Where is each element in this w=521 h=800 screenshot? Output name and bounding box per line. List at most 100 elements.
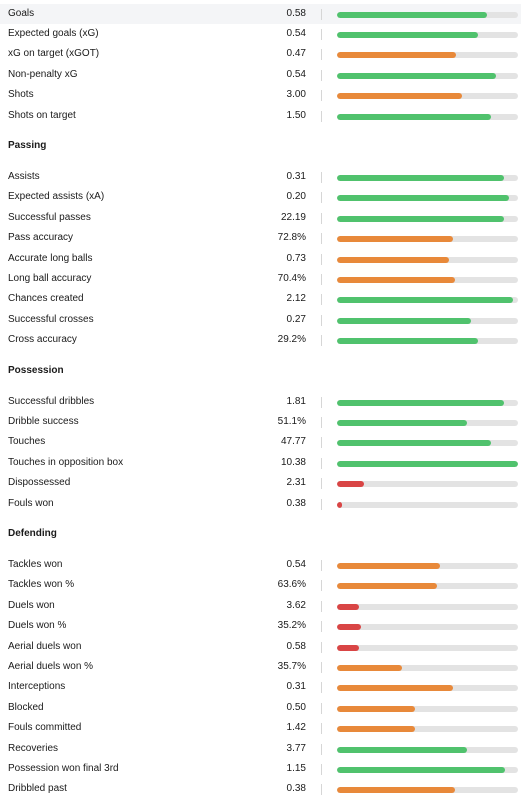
stat-row-duels-won[interactable]: Duels won 3.62 — [0, 596, 521, 616]
percentile-bar-fill — [337, 113, 491, 120]
stat-label: Interceptions — [8, 681, 66, 693]
stat-row-chances-created[interactable]: Chances created 2.12 — [0, 289, 521, 309]
stat-value: 0.31 — [286, 170, 306, 182]
stat-value: 0.73 — [286, 252, 306, 264]
stat-value: 3.77 — [286, 742, 306, 754]
column-divider — [321, 110, 322, 122]
stat-row-long-ball-accuracy[interactable]: Long ball accuracy 70.4% — [0, 269, 521, 289]
stat-row-non-penalty-xg[interactable]: Non-penalty xG 0.54 — [0, 65, 521, 85]
stat-row-touches-in-opposition-box[interactable]: Touches in opposition box 10.38 — [0, 453, 521, 473]
percentile-bar-track — [337, 562, 518, 569]
stat-row-fouls-committed[interactable]: Fouls committed 1.42 — [0, 718, 521, 738]
stat-row-interceptions[interactable]: Interceptions 0.31 — [0, 677, 521, 697]
stat-label: Successful dribbles — [8, 395, 95, 407]
stat-row-successful-passes[interactable]: Successful passes 22.19 — [0, 208, 521, 228]
percentile-bar-fill — [337, 583, 437, 590]
column-divider — [321, 743, 322, 755]
stat-value: 70.4% — [277, 272, 306, 284]
stat-value: 0.38 — [286, 783, 306, 795]
stat-label: Duels won — [8, 599, 55, 611]
stat-value: 22.19 — [280, 211, 306, 223]
column-divider — [321, 294, 322, 306]
percentile-bar-fill — [337, 664, 403, 671]
stat-row-fouls-won[interactable]: Fouls won 0.38 — [0, 494, 521, 514]
percentile-bar-track — [337, 317, 518, 324]
percentile-bar-track — [337, 31, 518, 38]
stat-value: 1.42 — [286, 722, 306, 734]
percentile-bar-fill — [337, 215, 504, 222]
stat-label: Shots on target — [8, 109, 76, 121]
stat-row-dispossessed[interactable]: Dispossessed 2.31 — [0, 473, 521, 493]
stat-label: Expected goals (xG) — [8, 27, 99, 39]
stat-row-tackles-won[interactable]: Tackles won 0.54 — [0, 555, 521, 575]
stat-value: 10.38 — [280, 456, 306, 468]
percentile-bar-track — [337, 726, 518, 733]
stat-row-aerial-duels-won-pct[interactable]: Aerial duels won % 35.7% — [0, 657, 521, 677]
stat-row-pass-accuracy[interactable]: Pass accuracy 72.8% — [0, 228, 521, 248]
column-divider — [321, 621, 322, 633]
stat-label: xG on target (xGOT) — [8, 48, 100, 60]
stat-row-xg-on-target-xgot[interactable]: xG on target (xGOT) 0.47 — [0, 44, 521, 64]
stat-row-possession-won-final-3rd[interactable]: Possession won final 3rd 1.15 — [0, 759, 521, 779]
percentile-bar-fill — [337, 562, 441, 569]
stat-label: Long ball accuracy — [8, 272, 92, 284]
stat-value: 0.38 — [286, 497, 306, 509]
percentile-bar-fill — [337, 52, 457, 59]
percentile-bar-track — [337, 787, 518, 794]
stat-row-tackles-won-pct[interactable]: Tackles won % 63.6% — [0, 575, 521, 595]
stat-row-dribbled-past[interactable]: Dribbled past 0.38 — [0, 779, 521, 799]
stat-value: 0.31 — [286, 681, 306, 693]
stat-row-expected-assists-xa[interactable]: Expected assists (xA) 0.20 — [0, 187, 521, 207]
column-divider — [321, 580, 322, 592]
column-divider — [321, 69, 322, 81]
stat-row-expected-goals-xg[interactable]: Expected goals (xG) 0.54 — [0, 24, 521, 44]
stat-label: Successful passes — [8, 211, 91, 223]
stat-value: 63.6% — [277, 579, 306, 591]
column-divider — [321, 171, 322, 183]
column-divider — [321, 437, 322, 449]
percentile-bar-fill — [337, 603, 359, 610]
column-divider — [321, 49, 322, 61]
stat-row-shots[interactable]: Shots 3.00 — [0, 85, 521, 105]
column-divider — [321, 682, 322, 694]
stat-row-assists[interactable]: Assists 0.31 — [0, 167, 521, 187]
stat-value: 72.8% — [277, 232, 306, 244]
stat-row-touches[interactable]: Touches 47.77 — [0, 432, 521, 452]
stat-row-cross-accuracy[interactable]: Cross accuracy 29.2% — [0, 330, 521, 350]
stat-label: Pass accuracy — [8, 232, 74, 244]
stat-row-duels-won-pct[interactable]: Duels won % 35.2% — [0, 616, 521, 636]
percentile-bar-track — [337, 174, 518, 181]
column-divider — [321, 28, 322, 40]
percentile-bar-track — [337, 399, 518, 406]
section-heading-defending: Defending — [8, 528, 57, 540]
percentile-bar-track — [337, 746, 518, 753]
stat-label: Tackles won — [8, 558, 63, 570]
stat-row-goals[interactable]: Goals 0.58 — [0, 3, 521, 24]
stat-value: 29.2% — [277, 334, 306, 346]
column-divider — [321, 253, 322, 265]
column-divider — [321, 396, 322, 408]
stat-row-accurate-long-balls[interactable]: Accurate long balls 0.73 — [0, 249, 521, 269]
percentile-bar-track — [337, 215, 518, 222]
stat-value: 51.1% — [277, 415, 306, 427]
stat-row-aerial-duels-won[interactable]: Aerial duels won 0.58 — [0, 637, 521, 657]
percentile-bar-fill — [337, 460, 518, 467]
column-divider — [321, 457, 322, 469]
stat-row-successful-dribbles[interactable]: Successful dribbles 1.81 — [0, 392, 521, 412]
stat-row-dribble-success[interactable]: Dribble success 51.1% — [0, 412, 521, 432]
stat-row-recoveries[interactable]: Recoveries 3.77 — [0, 739, 521, 759]
percentile-bar-track — [337, 705, 518, 712]
percentile-bar-fill — [337, 766, 506, 773]
stat-value: 0.50 — [286, 701, 306, 713]
column-divider — [321, 763, 322, 775]
percentile-bar-track — [337, 11, 518, 18]
stat-label: Non-penalty xG — [8, 68, 78, 80]
percentile-bar-fill — [337, 624, 361, 631]
stat-value: 1.50 — [286, 109, 306, 121]
stat-row-blocked[interactable]: Blocked 0.50 — [0, 698, 521, 718]
percentile-bar-track — [337, 481, 518, 488]
stat-row-shots-on-target[interactable]: Shots on target 1.50 — [0, 106, 521, 126]
column-divider — [321, 784, 322, 796]
stat-row-successful-crosses[interactable]: Successful crosses 0.27 — [0, 310, 521, 330]
stat-label: Assists — [8, 170, 40, 182]
